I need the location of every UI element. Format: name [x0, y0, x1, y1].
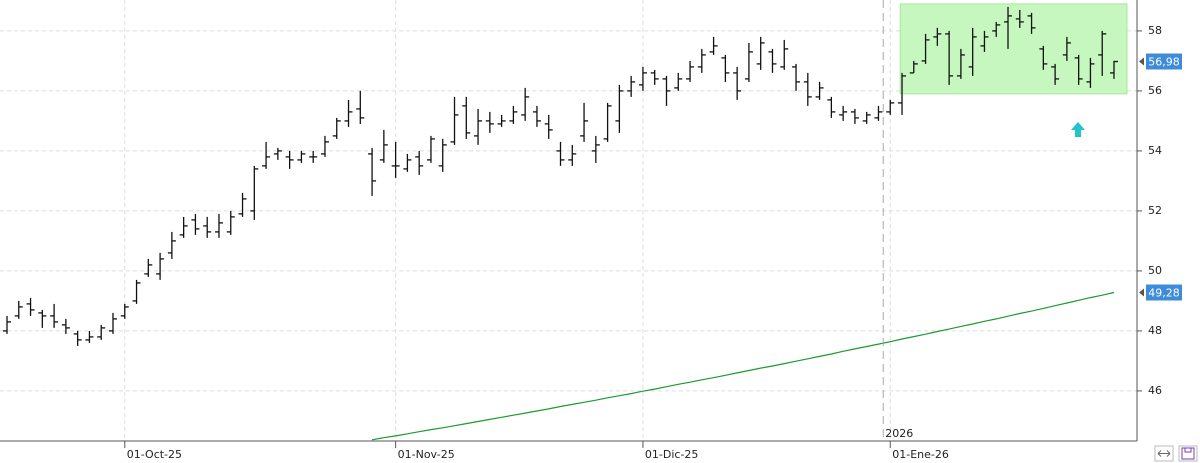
price-tag-pointer	[1139, 57, 1144, 66]
save-icon	[1181, 447, 1195, 460]
price-tag-label: 56,98	[1148, 56, 1180, 69]
y-tick-label: 52	[1148, 204, 1162, 217]
moving-average	[371, 291, 1115, 441]
price-tag	[1146, 53, 1182, 70]
highlight-layer	[899, 3, 1128, 95]
price-tag-pointer	[1139, 288, 1144, 297]
x-tick-label: 01-Oct-25	[127, 448, 182, 461]
y-tick-label: 48	[1148, 324, 1162, 337]
y-tick-label: 50	[1148, 264, 1162, 277]
price-tag-label: 49,28	[1148, 287, 1180, 300]
y-tick-label: 54	[1148, 144, 1162, 157]
x-tick-label: 01-Nov-25	[398, 448, 455, 461]
fit-icon	[1157, 450, 1171, 457]
x-tick-label: 01-Ene-26	[892, 448, 949, 461]
year-label: 2026	[885, 427, 913, 440]
save-button[interactable]	[1178, 445, 1198, 462]
plot-area	[3, 6, 1118, 441]
y-tick-label: 46	[1148, 384, 1162, 397]
signal-arrow	[1071, 122, 1085, 137]
x-tick-label: 01-Dic-25	[645, 448, 699, 461]
price-tag	[1146, 284, 1182, 301]
y-tick-label: 56	[1148, 84, 1162, 97]
toolbar	[1154, 445, 1198, 462]
highlight-box	[899, 3, 1128, 95]
y-tick-label: 58	[1148, 24, 1162, 37]
